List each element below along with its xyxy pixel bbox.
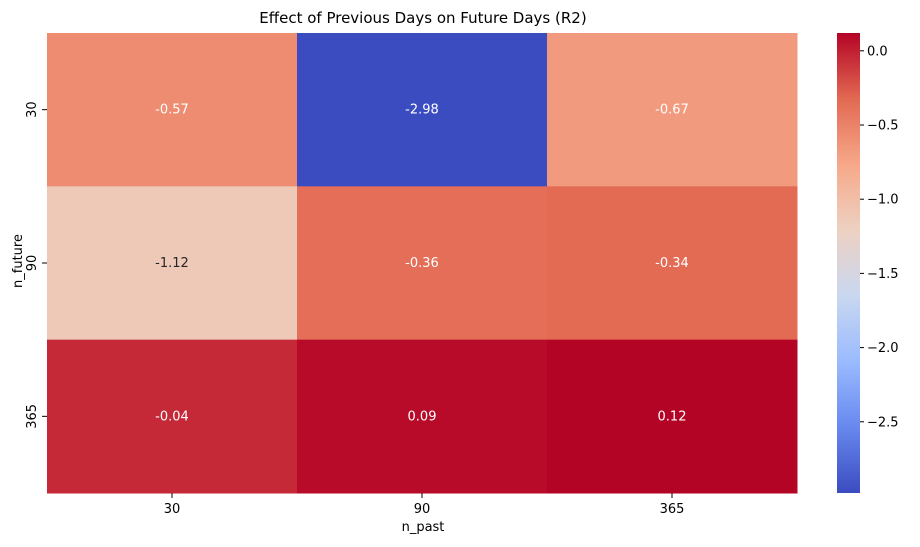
cell-annotations: -0.57 -2.98 -0.67 -1.12 -0.36 -0.34 -0.04 0.09 0… — [155, 103, 689, 425]
colorbar-tick-label: −2.5 — [867, 415, 899, 430]
cell-value-label: -0.36 — [405, 256, 439, 271]
colorbar-tick-label: −0.5 — [867, 119, 899, 134]
heatmap-cell — [297, 33, 548, 187]
colorbar-tick-label: −1.0 — [867, 193, 899, 208]
y-axis: 30 90 365 — [25, 101, 47, 429]
heatmap-cells — [47, 33, 798, 494]
colorbar-ticks: 0.0 −0.5 −1.0 −1.5 −2.0 −2.5 — [860, 44, 899, 430]
cell-value-label: -1.12 — [155, 256, 189, 271]
cell-value-label: 0.09 — [408, 409, 437, 424]
heatmap-cell — [297, 339, 548, 494]
heatmap-cell — [547, 33, 798, 187]
cell-value-label: -0.34 — [655, 256, 689, 271]
colorbar-tick-label: −2.0 — [867, 341, 899, 356]
cell-value-label: -0.04 — [155, 409, 189, 424]
y-tick-label: 365 — [25, 404, 40, 429]
heatmap-cell — [547, 186, 798, 341]
x-tick-label: 365 — [660, 502, 685, 517]
heatmap-cell — [47, 339, 298, 494]
colorbar-tick-label: −1.5 — [867, 267, 899, 282]
x-tick-label: 90 — [414, 502, 431, 517]
cell-value-label: -2.98 — [405, 103, 439, 118]
y-tick-label: 90 — [25, 255, 40, 272]
colorbar — [837, 33, 860, 493]
colorbar-tick-label: 0.0 — [867, 44, 888, 59]
x-axis: 30 90 365 — [164, 493, 685, 517]
x-tick-label: 30 — [164, 502, 181, 517]
y-axis-label: n_future — [11, 234, 26, 288]
cell-value-label: -0.67 — [655, 103, 689, 118]
chart-title: Effect of Previous Days on Future Days (… — [259, 9, 586, 27]
heatmap-cell — [47, 186, 298, 341]
x-axis-label: n_past — [402, 520, 445, 535]
cell-value-label: 0.12 — [658, 409, 687, 424]
cell-value-label: -0.57 — [155, 103, 189, 118]
heatmap-cell — [47, 33, 298, 187]
heatmap-cell — [297, 186, 548, 341]
y-tick-label: 30 — [25, 101, 40, 118]
heatmap-cell — [547, 339, 798, 494]
